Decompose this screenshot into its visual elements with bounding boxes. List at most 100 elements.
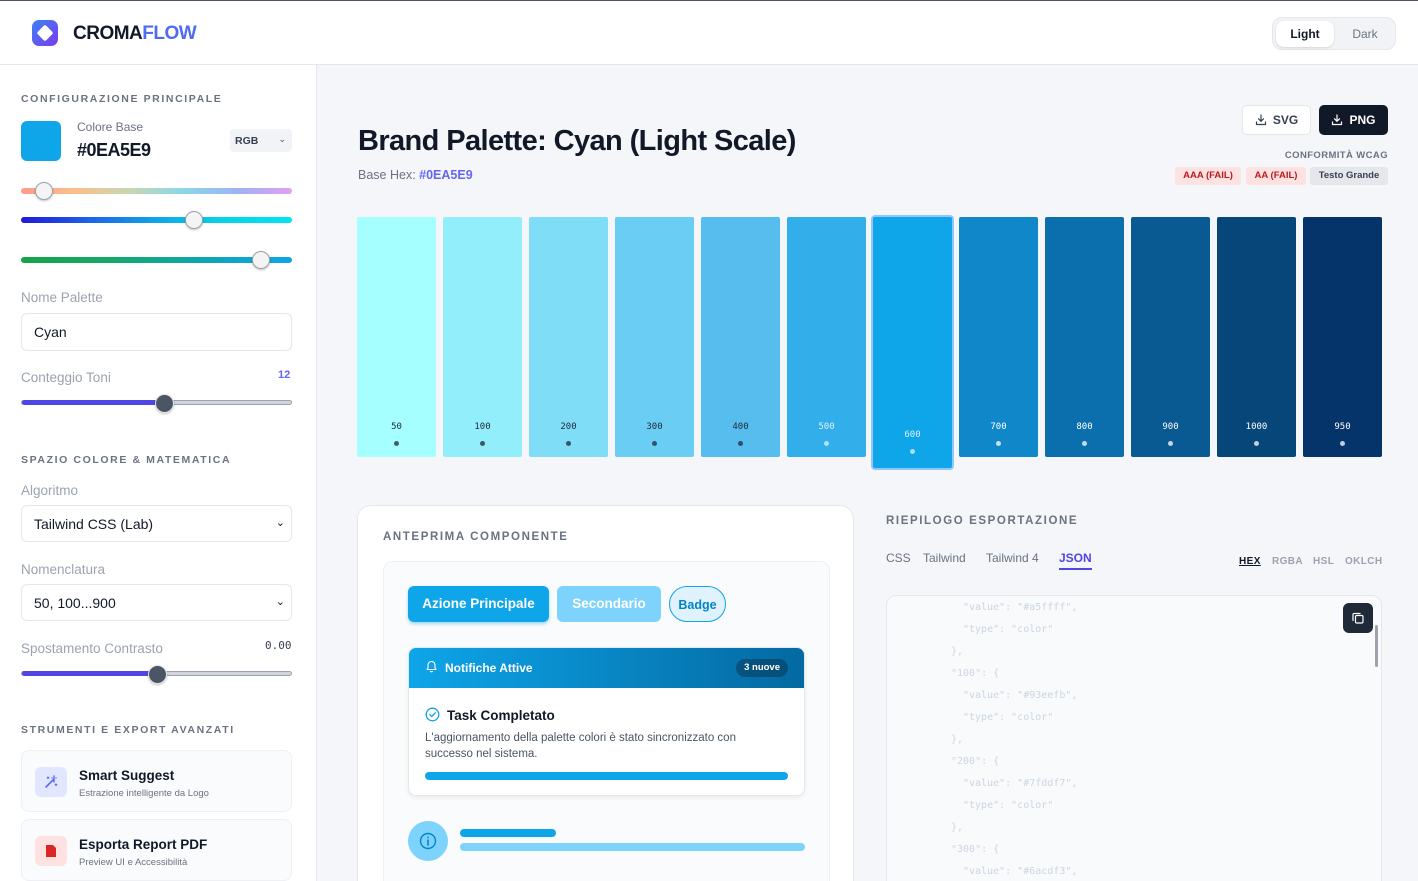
lightness-slider-handle[interactable] <box>252 251 270 269</box>
info-icon <box>408 821 448 861</box>
swatch-dot-icon <box>652 441 657 446</box>
smart-suggest-title: Smart Suggest <box>79 768 175 783</box>
palette-swatch-label: 600 <box>904 430 921 440</box>
preview-canvas: Azione Principale Secondario Badge Notif… <box>383 561 830 881</box>
palette-swatch-100[interactable]: 100 <box>443 217 522 457</box>
tone-count-value: 12 <box>278 369 291 381</box>
palette-swatch-950[interactable]: 950 <box>1303 217 1382 457</box>
tone-count-label: Conteggio Toni <box>21 370 111 385</box>
base-hex-label: Base Hex: <box>358 168 416 182</box>
palette-swatch-900[interactable]: 900 <box>1131 217 1210 457</box>
download-icon <box>1255 114 1266 126</box>
saturation-slider-handle[interactable] <box>185 211 203 229</box>
palette-swatch-label: 50 <box>391 422 402 432</box>
export-svg-button[interactable]: SVG <box>1242 105 1311 135</box>
palette-swatch-400[interactable]: 400 <box>701 217 780 457</box>
palette-swatch-label: 300 <box>646 422 663 432</box>
hue-slider[interactable] <box>21 188 292 194</box>
code-line: "value": "#7fddf7", <box>963 778 1078 789</box>
primary-action-button[interactable]: Azione Principale <box>408 586 549 622</box>
lightness-slider[interactable] <box>21 257 292 263</box>
bell-icon <box>426 660 437 673</box>
naming-select[interactable]: 50, 100...900 ⌄ <box>21 584 292 621</box>
algorithm-select[interactable]: Tailwind CSS (Lab) ⌄ <box>21 505 292 542</box>
smart-suggest-button[interactable]: Smart Suggest Estrazione intelligente da… <box>21 750 292 812</box>
code-output[interactable]: "value": "#a5ffff", "type": "color"}, "100… <box>886 595 1382 881</box>
swatch-dot-icon <box>738 441 743 446</box>
download-icon <box>1332 114 1343 126</box>
code-line: "type": "color" <box>963 800 1054 811</box>
copy-icon <box>1352 612 1364 624</box>
code-line: "type": "color" <box>963 624 1054 635</box>
page-title: Brand Palette: Cyan (Light Scale) <box>358 125 796 157</box>
palette-name-label: Nome Palette <box>21 290 103 305</box>
chevron-down-icon: ⌄ <box>278 134 286 144</box>
base-color-label: Colore Base <box>77 120 144 134</box>
hue-slider-handle[interactable] <box>35 182 53 200</box>
chevron-down-icon: ⌄ <box>275 517 285 529</box>
format-rgba[interactable]: RGBA <box>1272 556 1304 567</box>
tone-count-slider-handle[interactable] <box>155 394 174 413</box>
export-png-button[interactable]: PNG <box>1319 105 1388 135</box>
theme-dark-option[interactable]: Dark <box>1352 27 1378 41</box>
palette-swatch-label: 500 <box>818 422 835 432</box>
code-line: }, <box>951 734 964 745</box>
tab-tailwind-4[interactable]: Tailwind 4 <box>986 551 1039 565</box>
format-oklch[interactable]: OKLCH <box>1345 556 1383 567</box>
palette-swatch-500[interactable]: 500 <box>787 217 866 457</box>
base-color-value: #0EA5E9 <box>77 140 151 160</box>
base-hex-value: #0EA5E9 <box>419 168 473 182</box>
format-hex[interactable]: HEX <box>1239 556 1261 567</box>
theme-toggle: Light Dark <box>1272 17 1396 50</box>
copy-button[interactable] <box>1343 603 1373 633</box>
smart-suggest-subtitle: Estrazione intelligente da Logo <box>79 788 209 799</box>
task-progress-bar <box>425 772 788 780</box>
check-circle-icon <box>425 707 440 722</box>
code-line: }, <box>951 646 964 657</box>
palette-swatch-label: 900 <box>1162 422 1179 432</box>
palette-swatch-600[interactable]: 600 <box>873 217 952 468</box>
format-hsl[interactable]: HSL <box>1313 556 1335 567</box>
code-line: "value": "#93eefb", <box>963 690 1078 701</box>
code-scrollbar[interactable] <box>1375 625 1378 667</box>
sidebar: CONFIGURAZIONE PRINCIPALE Colore Base #0… <box>0 65 317 881</box>
export-pdf-title: Esporta Report PDF <box>79 837 208 852</box>
app-logo-text: CROMAFLOW <box>73 23 197 45</box>
export-pdf-button[interactable]: Esporta Report PDF Preview UI e Accessib… <box>21 819 292 881</box>
palette-name-input[interactable]: Cyan <box>21 313 292 351</box>
notification-count-badge: 3 nuove <box>736 659 788 677</box>
contrast-shift-slider-handle[interactable] <box>148 665 167 684</box>
component-preview-card: ANTEPRIMA COMPONENTE Azione Principale S… <box>357 505 854 881</box>
tab-css[interactable]: CSS <box>886 551 911 565</box>
palette-swatch-700[interactable]: 700 <box>959 217 1038 457</box>
swatch-dot-icon <box>1254 441 1259 446</box>
swatch-dot-icon <box>480 441 485 446</box>
color-mode-select[interactable]: RGB ⌄ <box>230 129 292 152</box>
tab-json[interactable]: JSON <box>1059 551 1092 570</box>
saturation-slider[interactable] <box>21 217 292 223</box>
palette-swatch-label: 400 <box>732 422 749 432</box>
badge-button[interactable]: Badge <box>669 586 726 622</box>
task-description: L'aggiornamento della palette colori è s… <box>425 732 736 760</box>
skeleton-line-long <box>460 843 805 851</box>
secondary-button[interactable]: Secondario <box>557 586 661 622</box>
notification-header: Notifiche Attive 3 nuove <box>409 648 804 688</box>
base-color-swatch[interactable] <box>21 121 61 161</box>
palette-swatch-50[interactable]: 50 <box>357 217 436 457</box>
notification-title: Notifiche Attive <box>445 661 533 675</box>
tab-tailwind[interactable]: Tailwind <box>923 551 966 565</box>
naming-label: Nomenclatura <box>21 562 106 577</box>
swatch-dot-icon <box>824 441 829 446</box>
palette-swatch-200[interactable]: 200 <box>529 217 608 457</box>
palette-swatch-800[interactable]: 800 <box>1045 217 1124 457</box>
contrast-shift-label: Spostamento Contrasto <box>21 641 163 656</box>
palette-swatch-label: 700 <box>990 422 1007 432</box>
wcag-label: CONFORMITÀ WCAG <box>1284 150 1388 161</box>
naming-value: 50, 100...900 <box>34 595 116 611</box>
palette-swatch-300[interactable]: 300 <box>615 217 694 457</box>
code-line: "200": { <box>951 756 1000 767</box>
theme-light-option[interactable]: Light <box>1276 21 1334 47</box>
swatch-dot-icon <box>1340 441 1345 446</box>
task-title: Task Completato <box>447 708 555 723</box>
palette-swatch-1000[interactable]: 1000 <box>1217 217 1296 457</box>
